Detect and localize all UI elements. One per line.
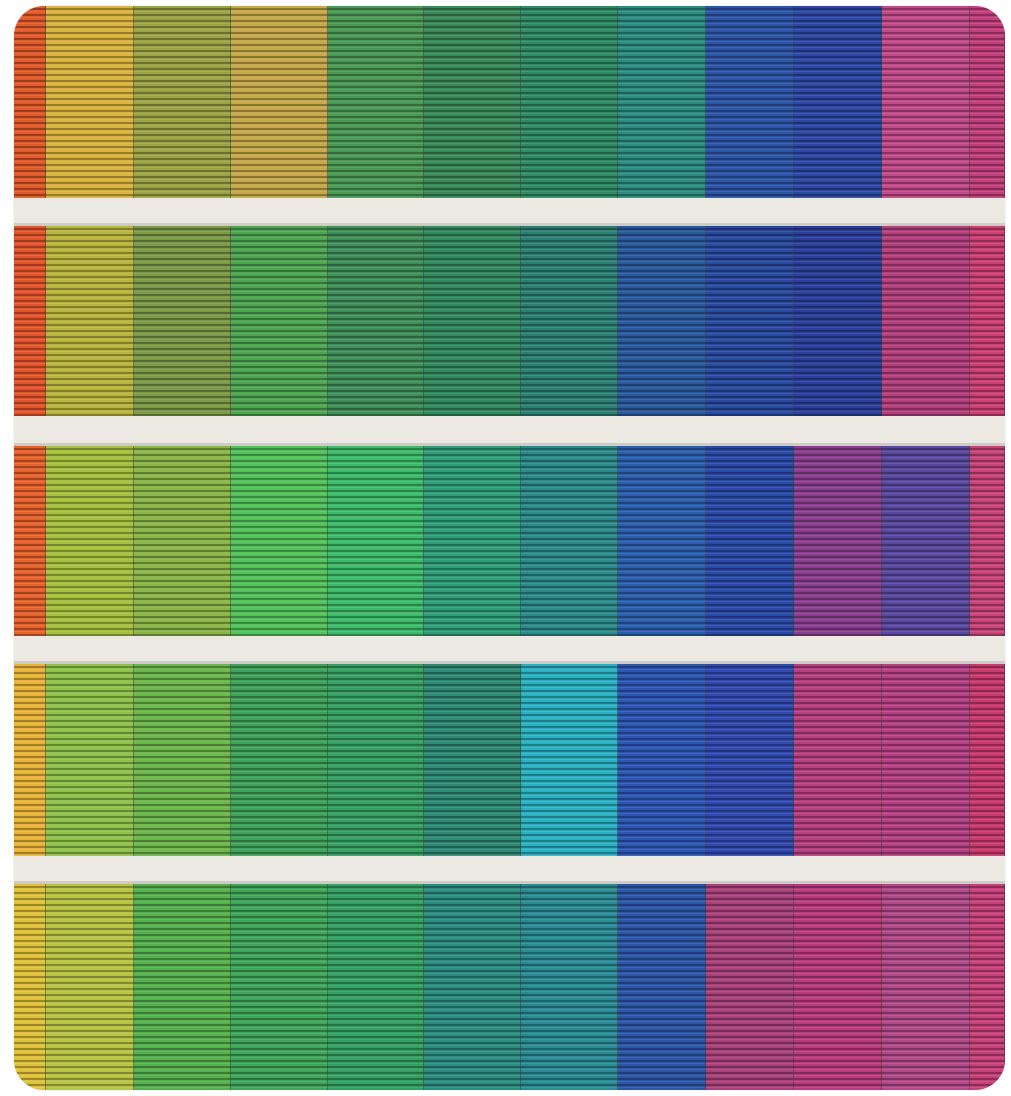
window-panel bbox=[618, 446, 706, 636]
window-panel bbox=[706, 226, 794, 416]
window-panel bbox=[521, 664, 618, 856]
window-panel bbox=[794, 226, 882, 416]
window-panel bbox=[231, 6, 328, 198]
window-panel bbox=[618, 884, 706, 1090]
window-panel bbox=[134, 6, 231, 198]
window-panel bbox=[46, 446, 134, 636]
floor-slab bbox=[14, 198, 1005, 226]
window-panel bbox=[521, 6, 618, 198]
floor-slab bbox=[14, 856, 1005, 884]
window-panel bbox=[970, 226, 1005, 416]
window-panel bbox=[231, 446, 328, 636]
window-panel bbox=[328, 884, 424, 1090]
window-panel bbox=[882, 226, 970, 416]
window-panel bbox=[706, 884, 794, 1090]
window-panel bbox=[46, 664, 134, 856]
window-panel bbox=[231, 664, 328, 856]
window-panel bbox=[882, 446, 970, 636]
window-panel bbox=[14, 884, 46, 1090]
window-panel bbox=[14, 446, 46, 636]
window-panel bbox=[706, 664, 794, 856]
colorful-facade-image bbox=[14, 6, 1005, 1090]
mullion bbox=[1004, 884, 1005, 1090]
window-panel bbox=[328, 226, 424, 416]
window-panel bbox=[134, 226, 231, 416]
window-panel bbox=[328, 6, 424, 198]
window-panel bbox=[424, 446, 521, 636]
window-panel bbox=[521, 884, 618, 1090]
window-panel bbox=[618, 226, 706, 416]
window-panel bbox=[424, 226, 521, 416]
window-panel bbox=[328, 664, 424, 856]
window-panel bbox=[424, 6, 521, 198]
window-panel bbox=[970, 884, 1005, 1090]
window-panel bbox=[794, 664, 882, 856]
window-panel bbox=[46, 884, 134, 1090]
window-panel bbox=[134, 884, 231, 1090]
window-panel bbox=[706, 6, 794, 198]
window-panel bbox=[794, 884, 882, 1090]
window-panel bbox=[521, 226, 618, 416]
window-panel bbox=[970, 664, 1005, 856]
facade-photo bbox=[14, 6, 1005, 1090]
mullion bbox=[1004, 226, 1005, 416]
window-panel bbox=[231, 884, 328, 1090]
window-panel bbox=[134, 664, 231, 856]
window-panel bbox=[618, 6, 706, 198]
window-panel bbox=[424, 884, 521, 1090]
mullion bbox=[1004, 6, 1005, 198]
window-panel bbox=[794, 6, 882, 198]
floor-slab bbox=[14, 636, 1005, 664]
window-panel bbox=[970, 446, 1005, 636]
window-panel bbox=[424, 664, 521, 856]
window-panel bbox=[794, 446, 882, 636]
window-panel bbox=[134, 446, 231, 636]
window-panel bbox=[970, 6, 1005, 198]
window-panel bbox=[706, 446, 794, 636]
window-panel bbox=[46, 6, 134, 198]
mullion bbox=[1004, 664, 1005, 856]
window-panel bbox=[14, 226, 46, 416]
floor-slab bbox=[14, 416, 1005, 446]
window-panel bbox=[231, 226, 328, 416]
window-panel bbox=[46, 226, 134, 416]
window-panel bbox=[882, 6, 970, 198]
window-panel bbox=[328, 446, 424, 636]
window-panel bbox=[14, 6, 46, 198]
window-panel bbox=[882, 884, 970, 1090]
window-panel bbox=[618, 664, 706, 856]
window-panel bbox=[14, 664, 46, 856]
mullion bbox=[1004, 446, 1005, 636]
window-panel bbox=[521, 446, 618, 636]
window-panel bbox=[882, 664, 970, 856]
